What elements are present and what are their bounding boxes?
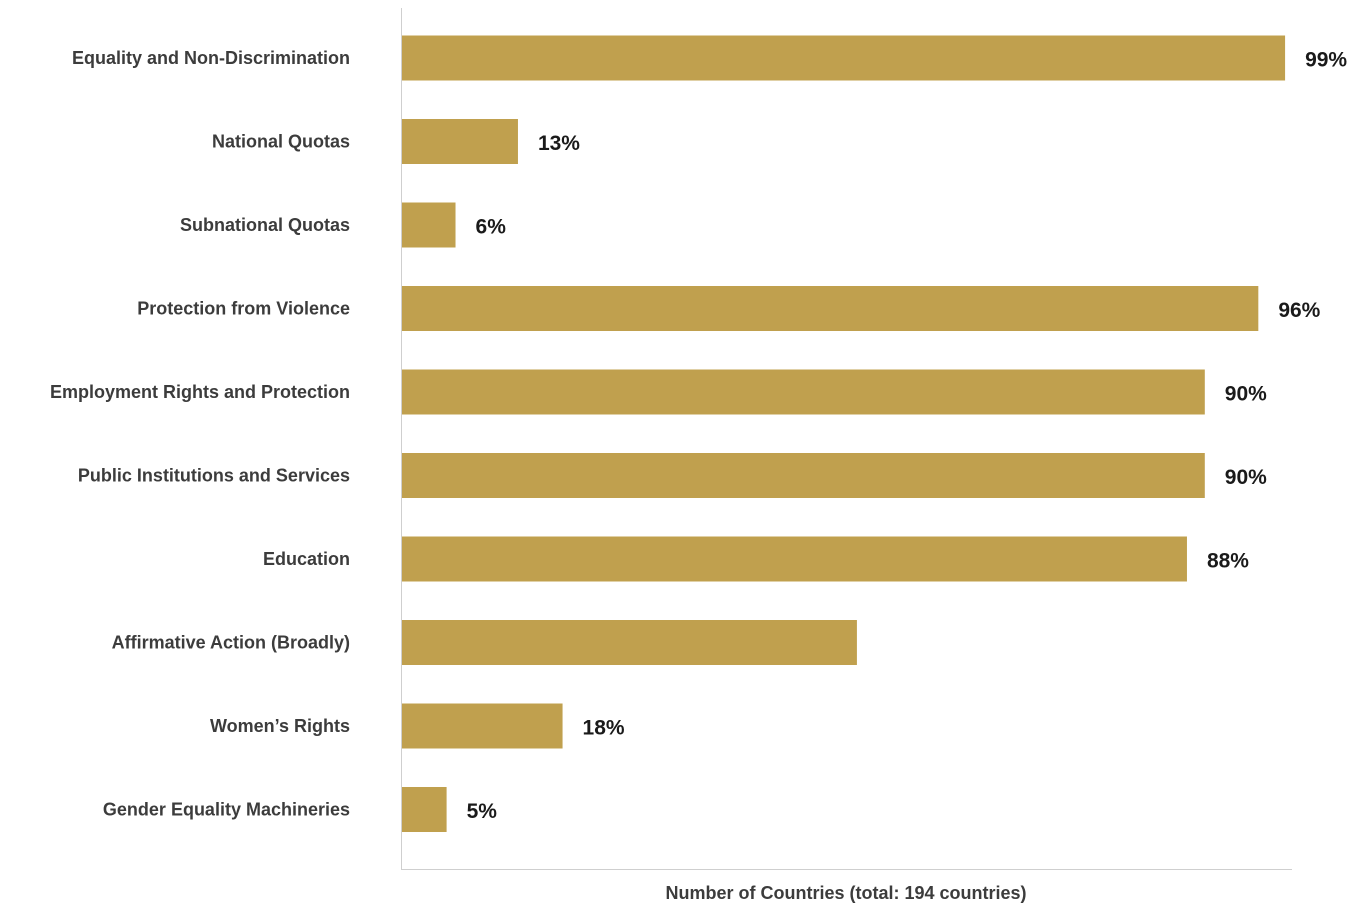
category-label-national-quotas: National Quotas bbox=[212, 132, 350, 152]
bar-employment-rights-and-protection bbox=[402, 369, 1205, 415]
value-label-national-quotas: 13% bbox=[538, 132, 580, 155]
bar-equality-and-non-discrimination bbox=[402, 35, 1286, 81]
bar-education bbox=[402, 536, 1187, 582]
category-label-employment-rights-and-protection: Employment Rights and Protection bbox=[50, 382, 350, 402]
category-label-subnational-quotas: Subnational Quotas bbox=[180, 215, 350, 235]
category-label-gender-equality-machineries: Gender Equality Machineries bbox=[103, 800, 350, 820]
value-labels-group: 99% 13% 6% 96% 90% 90% 88% 18% 5% bbox=[467, 49, 1348, 824]
value-label-education: 88% bbox=[1207, 550, 1249, 573]
bar-women-s-rights bbox=[402, 703, 563, 749]
value-label-public-institutions-and-services: 90% bbox=[1225, 466, 1267, 489]
category-label-education: Education bbox=[263, 549, 350, 569]
bar-protection-from-violence bbox=[402, 286, 1259, 331]
value-label-employment-rights-and-protection: 90% bbox=[1225, 383, 1267, 406]
bars-group bbox=[402, 35, 1286, 832]
bar-public-institutions-and-services bbox=[402, 453, 1205, 498]
bar-gender-equality-machineries bbox=[402, 787, 447, 832]
category-label-public-institutions-and-services: Public Institutions and Services bbox=[78, 466, 350, 486]
value-label-equality-and-non-discrimination: 99% bbox=[1305, 49, 1347, 72]
value-label-gender-equality-machineries: 5% bbox=[467, 800, 498, 823]
bar-subnational-quotas bbox=[402, 202, 456, 248]
category-label-affirmative-action-broadly: Affirmative Action (Broadly) bbox=[112, 633, 350, 653]
category-label-women-s-rights: Women’s Rights bbox=[210, 716, 350, 736]
value-label-protection-from-violence: 96% bbox=[1278, 299, 1320, 322]
category-labels-group: Equality and Non-Discrimination National … bbox=[50, 48, 350, 820]
category-label-protection-from-violence: Protection from Violence bbox=[137, 299, 350, 319]
value-label-women-s-rights: 18% bbox=[583, 717, 625, 740]
category-label-equality-and-non-discrimination: Equality and Non-Discrimination bbox=[72, 48, 350, 68]
value-label-subnational-quotas: 6% bbox=[476, 216, 507, 239]
x-axis-title: Number of Countries (total: 194 countrie… bbox=[665, 883, 1026, 903]
bar-affirmative-action-broadly bbox=[402, 620, 857, 665]
bar-national-quotas bbox=[402, 119, 518, 164]
